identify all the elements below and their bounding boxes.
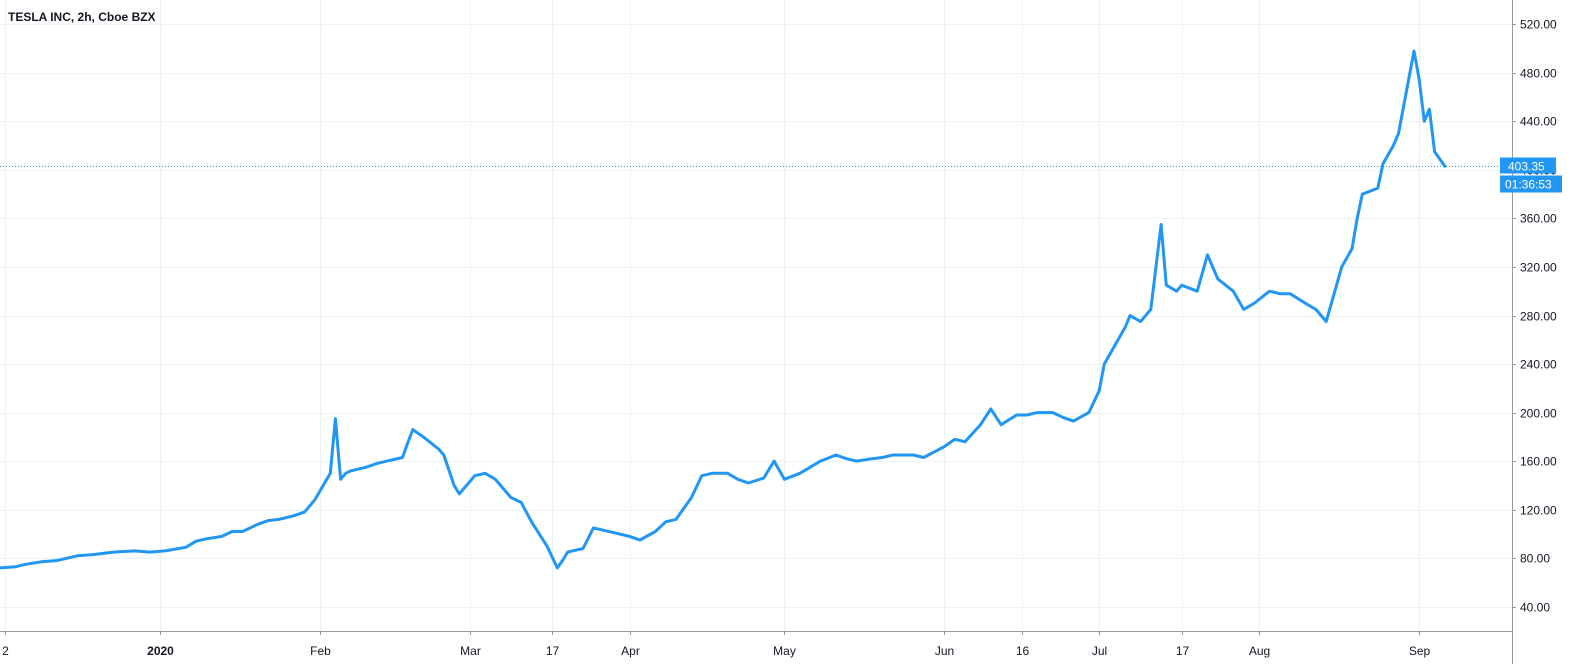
price-axis-label: 40.00 (1520, 601, 1550, 615)
price-series-line[interactable] (0, 49, 1447, 570)
time-axis-label: 17 (546, 644, 560, 658)
time-axis-label: 2020 (147, 644, 174, 658)
price-axis-label: 360.00 (1520, 212, 1557, 226)
vertical-grid (5, 0, 1420, 631)
time-axis-label: Jun (935, 644, 954, 658)
time-axis-label: 17 (1176, 644, 1190, 658)
price-axis-label: 320.00 (1520, 261, 1557, 275)
price-axis-label: 80.00 (1520, 552, 1550, 566)
price-axis-label: 240.00 (1520, 358, 1557, 372)
last-price-badge: 403.35 01:36:53 (1500, 157, 1562, 193)
price-axis-label: 120.00 (1520, 504, 1557, 518)
chart-title: TESLA INC, 2h, Cboe BZX (8, 10, 156, 24)
price-axis-label: 280.00 (1520, 310, 1557, 324)
time-axis-label: Jul (1092, 644, 1107, 658)
countdown-badge-bg (1500, 175, 1562, 193)
price-axis-label: 520.00 (1520, 18, 1557, 32)
bar-countdown: 01:36:53 (1505, 178, 1552, 192)
time-axis-labels[interactable]: 2 2020 Feb Mar 17 Apr May Jun 16 Jul 17 Aug Sep (2, 631, 1430, 658)
time-axis-label: Apr (621, 644, 640, 658)
time-axis-label: Mar (460, 644, 481, 658)
time-axis-label: 2 (2, 644, 9, 658)
price-axis-label: 200.00 (1520, 407, 1557, 421)
time-axis-label: Sep (1409, 644, 1431, 658)
last-price-badge-bg (1500, 157, 1556, 174)
time-axis-label: 16 (1016, 644, 1030, 658)
price-axis-label: 480.00 (1520, 67, 1557, 81)
time-axis-label: Feb (310, 644, 331, 658)
price-axis-label: 440.00 (1520, 115, 1557, 129)
price-axis-label: 160.00 (1520, 455, 1557, 469)
price-axis-labels[interactable]: 40.00 80.00 120.00 160.00 200.00 240.00 280.00… (1512, 18, 1557, 615)
last-price-value: 403.35 (1508, 160, 1545, 174)
time-axis-label: May (773, 644, 796, 658)
time-axis-label: Aug (1249, 644, 1270, 658)
